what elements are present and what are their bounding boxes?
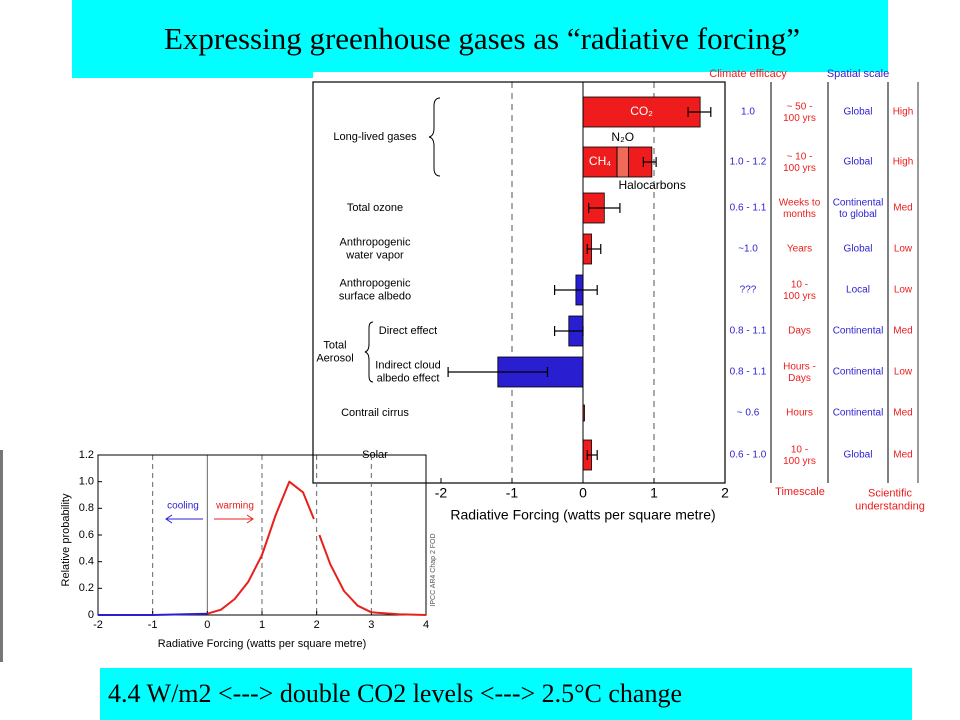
table-cell: ~ 10 -100 yrs xyxy=(783,151,816,174)
table-cell: Continental to global xyxy=(833,197,884,220)
line-series xyxy=(318,534,427,616)
segment-label: Halocarbons xyxy=(618,178,685,192)
slide-title: Expressing greenhouse gases as “radiativ… xyxy=(164,21,800,56)
table-cell: 0.6 - 1.0 xyxy=(730,450,767,461)
edge-bar xyxy=(0,450,3,662)
segment-label: N₂O xyxy=(611,130,634,144)
x-tick-label: -1 xyxy=(506,485,519,501)
table-cell: 0.8 - 1.1 xyxy=(730,326,767,337)
line-series xyxy=(207,480,315,615)
group-label: Total Aerosol xyxy=(316,340,353,365)
line-series xyxy=(98,612,208,616)
category-label: Contrail cirrus xyxy=(341,407,409,419)
table-cell: ~ 50 -100 yrs xyxy=(783,101,816,124)
table-cell: ~1.0 xyxy=(738,244,758,255)
table-cell: Hours xyxy=(786,408,813,419)
bar xyxy=(582,96,701,128)
group-label: Long-lived gases xyxy=(333,131,417,143)
table-cell: 10 -100 yrs xyxy=(783,444,816,467)
category-label: Direct effect xyxy=(379,325,438,337)
y-tick-label: 1.0 xyxy=(79,476,94,488)
x-axis-label: Radiative Forcing (watts per square metr… xyxy=(158,638,366,650)
x-tick-label: 0 xyxy=(579,485,587,501)
bar-label: CO₂ xyxy=(630,104,653,118)
y-tick-label: 0.8 xyxy=(79,502,94,514)
footer-band xyxy=(100,668,912,720)
table-cell: High xyxy=(893,157,914,168)
x-axis-label: Radiative Forcing (watts per square metr… xyxy=(450,507,715,523)
table-header: Climate efficacy xyxy=(709,68,787,80)
table-cell: Continental xyxy=(833,408,884,419)
bar-segment xyxy=(616,146,629,178)
annotation: warming xyxy=(215,501,254,512)
x-tick-label: 0 xyxy=(204,619,210,631)
table-cell: Med xyxy=(893,326,912,337)
x-tick-label: 1 xyxy=(259,619,265,631)
table-cell: 0.6 - 1.1 xyxy=(730,203,767,214)
x-tick-label: -2 xyxy=(93,619,103,631)
table-cell: Global xyxy=(844,450,873,461)
category-label: Indirect cloud albedo effect xyxy=(375,360,440,385)
header-band xyxy=(72,0,888,78)
group-brace xyxy=(364,321,374,383)
table-cell: Med xyxy=(893,408,912,419)
y-tick-label: 0.4 xyxy=(79,556,94,568)
x-tick-label: 1 xyxy=(650,485,658,501)
table-cell: Weeks to months xyxy=(779,197,821,220)
group-brace xyxy=(428,97,441,177)
table-cell: Continental xyxy=(833,367,884,378)
footer-text: 4.4 W/m2 <---> double CO2 levels <---> 2… xyxy=(108,679,682,708)
warming-arrow xyxy=(214,514,254,524)
y-axis-label: Relative probability xyxy=(60,493,72,586)
table-cell: ~ 0.6 xyxy=(737,408,760,419)
y-tick-label: 0.2 xyxy=(79,582,94,594)
table-cell: 10 -100 yrs xyxy=(783,279,816,302)
table-cell: Hours -Days xyxy=(783,361,816,384)
table-cell: ??? xyxy=(740,285,757,296)
table-cell: Continental xyxy=(833,326,884,337)
x-tick-label: 4 xyxy=(423,619,429,631)
x-tick-label: 2 xyxy=(721,485,729,501)
table-cell: Low xyxy=(894,285,913,296)
table-cell: Med xyxy=(893,203,912,214)
table-header: Spatial scale xyxy=(827,68,889,80)
table-cell: 1.0 xyxy=(741,107,755,118)
table-cell: Low xyxy=(894,367,913,378)
table-cell: Global xyxy=(844,157,873,168)
x-tick-label: 3 xyxy=(368,619,374,631)
table-header: Scientific understanding xyxy=(855,488,925,513)
x-tick-label: 2 xyxy=(314,619,320,631)
cooling-arrow xyxy=(165,514,203,524)
annotation: cooling xyxy=(167,501,199,512)
table-cell: Global xyxy=(844,244,873,255)
table-cell: Med xyxy=(893,450,912,461)
table-cell: 1.0 - 1.2 xyxy=(730,157,767,168)
table-cell: Local xyxy=(846,285,870,296)
y-tick-label: 0 xyxy=(88,609,94,621)
bar-label: CH₄ xyxy=(589,154,611,168)
table-cell: Low xyxy=(894,244,913,255)
table-cell: 0.8 - 1.1 xyxy=(730,367,767,378)
category-label: Total ozone xyxy=(347,202,403,214)
side-note: IPCC AR4 Chap 2 FOD xyxy=(430,533,437,606)
category-label: Anthropogenic surface albedo xyxy=(339,278,411,303)
table-header: Timescale xyxy=(775,486,825,498)
category-label: Anthropogenic water vapor xyxy=(340,237,411,262)
y-tick-label: 1.2 xyxy=(79,449,94,461)
table-cell: High xyxy=(893,107,914,118)
y-tick-label: 0.6 xyxy=(79,529,94,541)
x-tick-label: -2 xyxy=(435,485,448,501)
table-cell: Days xyxy=(788,326,811,337)
table-cell: Years xyxy=(787,244,812,255)
x-tick-label: -1 xyxy=(148,619,158,631)
table-cell: Global xyxy=(844,107,873,118)
